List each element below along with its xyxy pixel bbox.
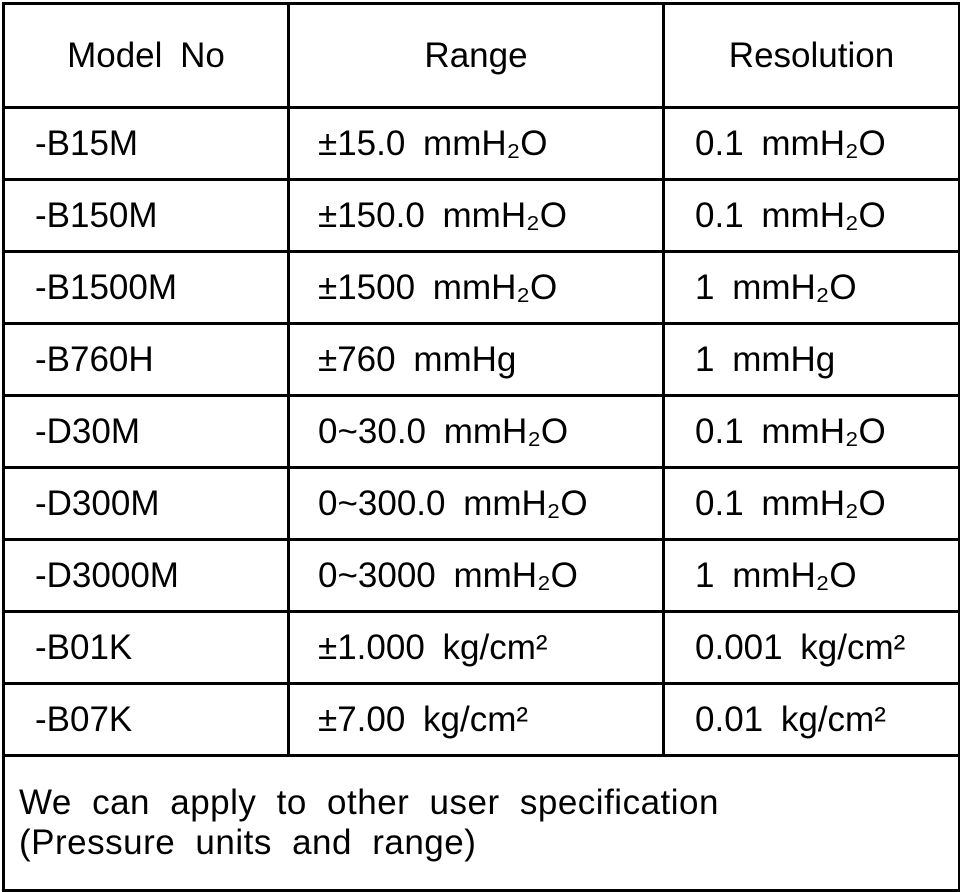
table-row: -D3000M 0~3000 mmH₂O 1 mmH₂O bbox=[2, 538, 960, 613]
footer-line: (Pressure units and range) bbox=[19, 823, 477, 862]
table-body: -B15M ±15.0 mmH₂O 0.1 mmH₂O -B150M ±150.0 mm… bbox=[2, 106, 960, 892]
table-cell: -B07K bbox=[2, 682, 290, 757]
table-cell: -B01K bbox=[2, 610, 290, 685]
table-cell: 0.001 kg/cm² bbox=[662, 610, 960, 685]
table-cell: -B150M bbox=[2, 178, 290, 253]
table-row: -D300M 0~300.0 mmH₂O 0.1 mmH₂O bbox=[2, 466, 960, 541]
table-cell: 1 mmH₂O bbox=[662, 538, 960, 613]
table-cell: 0.1 mmH₂O bbox=[662, 106, 960, 181]
table-row: -B760H ±760 mmHg 1 mmHg bbox=[2, 322, 960, 397]
footer-cell: We can apply to other user specification… bbox=[2, 754, 960, 892]
table-row: -B15M ±15.0 mmH₂O 0.1 mmH₂O bbox=[2, 106, 960, 181]
table-cell: -D30M bbox=[2, 394, 290, 469]
table-row: -B1500M ±1500 mmH₂O 1 mmH₂O bbox=[2, 250, 960, 325]
table-cell: ±1.000 kg/cm² bbox=[287, 610, 665, 685]
table-cell: 0.1 mmH₂O bbox=[662, 178, 960, 253]
table-cell: 0.1 mmH₂O bbox=[662, 394, 960, 469]
table-row: -B07K ±7.00 kg/cm² 0.01 kg/cm² bbox=[2, 682, 960, 757]
table-cell: 1 mmHg bbox=[662, 322, 960, 397]
table-cell: -D300M bbox=[2, 466, 290, 541]
footer-line: We can apply to other user specification bbox=[19, 783, 719, 822]
footer-row: We can apply to other user specification… bbox=[2, 754, 960, 892]
header-row: Model No Range Resolution bbox=[2, 2, 960, 109]
table-cell: -B1500M bbox=[2, 250, 290, 325]
table-cell: ±7.00 kg/cm² bbox=[287, 682, 665, 757]
table-cell: ±15.0 mmH₂O bbox=[287, 106, 665, 181]
table-cell: ±760 mmHg bbox=[287, 322, 665, 397]
table-cell: 0.01 kg/cm² bbox=[662, 682, 960, 757]
table-cell: ±1500 mmH₂O bbox=[287, 250, 665, 325]
table-cell: ±150.0 mmH₂O bbox=[287, 178, 665, 253]
table-cell: 0~3000 mmH₂O bbox=[287, 538, 665, 613]
table-row: -B150M ±150.0 mmH₂O 0.1 mmH₂O bbox=[2, 178, 960, 253]
header-cell: Resolution bbox=[662, 2, 960, 109]
table-row: -B01K ±1.000 kg/cm² 0.001 kg/cm² bbox=[2, 610, 960, 685]
table-cell: 0.1 mmH₂O bbox=[662, 466, 960, 541]
table-cell: 1 mmH₂O bbox=[662, 250, 960, 325]
header-cell: Model No bbox=[2, 2, 290, 109]
table-cell: -B15M bbox=[2, 106, 290, 181]
table-cell: -B760H bbox=[2, 322, 290, 397]
table-row: -D30M 0~30.0 mmH₂O 0.1 mmH₂O bbox=[2, 394, 960, 469]
table-cell: 0~30.0 mmH₂O bbox=[287, 394, 665, 469]
table-cell: -D3000M bbox=[2, 538, 290, 613]
header-cell: Range bbox=[287, 2, 665, 109]
table-cell: 0~300.0 mmH₂O bbox=[287, 466, 665, 541]
